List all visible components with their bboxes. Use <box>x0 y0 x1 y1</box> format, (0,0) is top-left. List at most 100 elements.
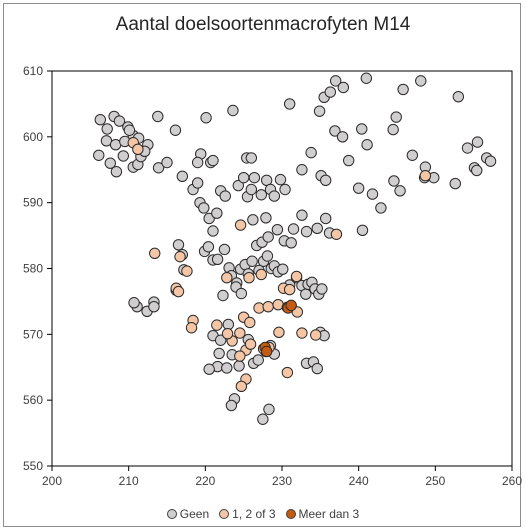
series-2 <box>259 299 297 358</box>
data-point <box>232 179 245 192</box>
data-point <box>329 75 342 87</box>
data-point <box>320 174 332 186</box>
data-point <box>281 366 294 379</box>
data-point <box>419 169 432 182</box>
legend: Geen 1, 2 of 3 Meer dan 3 <box>0 507 526 522</box>
data-point <box>123 124 136 136</box>
data-point <box>261 250 274 262</box>
data-point <box>152 162 165 174</box>
data-point <box>245 152 258 164</box>
data-point <box>262 231 274 243</box>
data-point <box>128 297 140 309</box>
data-point <box>211 253 224 265</box>
legend-marker <box>285 509 296 519</box>
data-point <box>257 413 269 425</box>
legend-item: Meer dan 3 <box>285 507 360 521</box>
data-point <box>415 75 427 87</box>
data-point <box>283 283 296 296</box>
data-point <box>181 265 193 277</box>
data-point <box>104 157 116 169</box>
data-point <box>244 316 256 329</box>
data-point <box>221 327 234 340</box>
data-point <box>484 155 497 167</box>
data-point <box>244 338 257 350</box>
data-point <box>343 154 355 167</box>
data-point <box>152 110 164 123</box>
data-point <box>283 98 296 110</box>
data-point <box>252 354 264 366</box>
data-point <box>406 149 419 161</box>
data-point <box>287 223 300 235</box>
data-point <box>176 170 189 183</box>
data-point <box>198 202 210 214</box>
data-point <box>234 350 246 362</box>
data-point <box>268 190 281 202</box>
data-point <box>191 156 204 169</box>
data-point <box>273 326 285 339</box>
x-tick-label: 220 <box>195 474 215 488</box>
data-point <box>247 214 259 226</box>
data-point <box>352 182 365 194</box>
series-0 <box>93 72 497 425</box>
data-point <box>300 225 313 238</box>
data-point <box>296 164 308 176</box>
data-point <box>285 237 297 249</box>
legend-marker <box>219 509 230 519</box>
data-point <box>320 212 332 225</box>
data-point <box>255 268 267 281</box>
data-point <box>227 104 239 117</box>
data-point <box>101 123 113 135</box>
axes: 550 560 570 580 590 600 610 200 210 220 230 240 250 2… <box>23 64 522 488</box>
x-tick-label: 210 <box>119 474 139 488</box>
data-point <box>246 255 258 267</box>
y-tick-label: 570 <box>23 327 43 341</box>
data-point <box>202 241 215 253</box>
data-point <box>311 362 323 375</box>
data-point <box>219 190 231 202</box>
data-point <box>113 115 126 127</box>
data-point <box>394 185 406 197</box>
data-point <box>305 146 317 159</box>
data-point <box>225 399 238 412</box>
data-point <box>337 81 350 94</box>
data-point <box>296 209 308 221</box>
data-point <box>316 283 328 295</box>
legend-label: Meer dan 3 <box>298 507 360 521</box>
legend-label: 1, 2 of 3 <box>232 507 276 521</box>
data-point <box>117 150 130 162</box>
data-point <box>207 225 219 237</box>
data-point <box>461 142 474 154</box>
data-point <box>214 334 227 346</box>
chart-title: Aantal doelsoortenmacrofyten M14 <box>115 14 411 35</box>
y-tick-label: 560 <box>23 393 43 407</box>
data-point <box>361 139 373 151</box>
y-tick-label: 610 <box>23 64 43 78</box>
data-point <box>203 363 215 375</box>
data-point <box>191 177 204 189</box>
data-point <box>260 345 273 358</box>
data-point <box>172 285 185 298</box>
legend-label: Geen <box>179 507 210 521</box>
data-point <box>255 189 267 201</box>
data-point <box>243 272 255 284</box>
data-point <box>211 207 223 219</box>
data-point <box>387 123 399 136</box>
data-point <box>313 105 326 117</box>
data-point <box>211 319 223 331</box>
data-point <box>93 149 105 161</box>
x-tick-label: 230 <box>272 474 292 488</box>
x-tick-label: 240 <box>349 474 369 488</box>
data-point <box>237 171 250 184</box>
x-tick-label: 250 <box>425 474 445 488</box>
data-point <box>161 156 173 169</box>
data-point <box>397 83 409 96</box>
data-point <box>375 202 387 214</box>
data-point <box>248 171 261 184</box>
data-point <box>132 143 144 156</box>
data-point <box>185 322 198 334</box>
y-tick-label: 550 <box>23 459 43 473</box>
data-point <box>277 263 289 275</box>
data-point <box>279 183 291 196</box>
data-points <box>93 72 497 425</box>
